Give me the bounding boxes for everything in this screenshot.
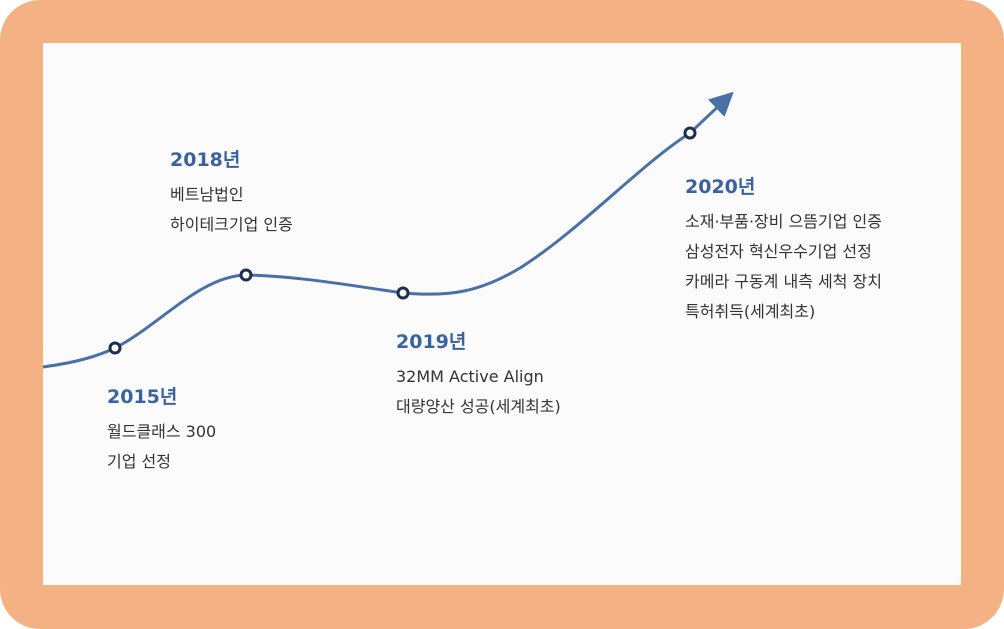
milestone: 2019년 32MM Active Align 대량양산 성공(세계최초) [396, 327, 561, 422]
year: 2019년 [396, 331, 467, 353]
panel [43, 43, 961, 585]
description: 기업 선정 [107, 452, 171, 471]
year: 2015년 [107, 386, 178, 408]
description: 소재·부품·장비 으뜸기업 인증 [685, 212, 882, 231]
year: 2020년 [685, 176, 756, 198]
points [108, 126, 697, 355]
description: 대량양산 성공(세계최초) [396, 397, 561, 416]
description: 삼성전자 혁신우수기업 선정 [685, 242, 872, 261]
description: 월드클래스 300 [107, 422, 217, 441]
year: 2018년 [170, 149, 241, 171]
description: 특허취득(세계최초) [685, 302, 816, 321]
description: 32MM Active Align [396, 367, 544, 386]
description: 하이테크기업 인증 [170, 215, 293, 234]
description: 카메라 구동계 내측 세척 장치 [685, 272, 882, 291]
growth-line [42, 91, 734, 369]
description: 베트남법인 [170, 185, 244, 204]
